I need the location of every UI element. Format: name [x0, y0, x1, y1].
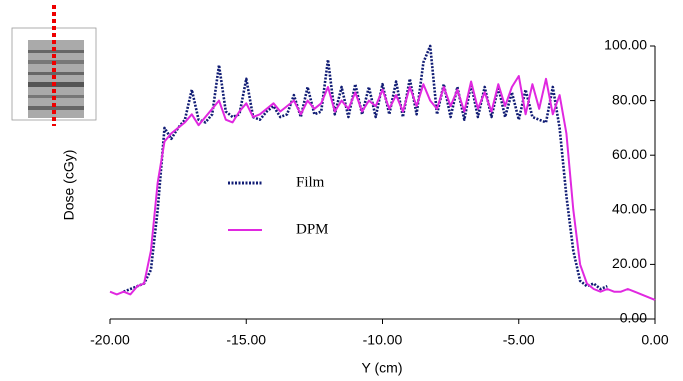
y-tick-label: 100.00 — [604, 37, 647, 53]
series-line — [110, 76, 655, 300]
x-tick-label: -10.00 — [363, 332, 403, 348]
page: Dose (cGy) Y (cm) -20.00 -15.00 -10.00 -5.0… — [0, 0, 683, 381]
inset-film-image — [12, 5, 96, 126]
y-tick-label: 20.00 — [612, 255, 647, 271]
y-tick-label: 0.00 — [620, 310, 647, 326]
x-tick-label: -15.00 — [226, 332, 266, 348]
legend-label: Film — [296, 174, 325, 190]
y-tick-label: 80.00 — [612, 91, 647, 107]
x-tick-label: -5.00 — [503, 332, 535, 348]
series-line — [124, 46, 608, 292]
y-tick-label: 60.00 — [612, 146, 647, 162]
x-tick-label: -20.00 — [90, 332, 130, 348]
y-axis-label: Dose (cGy) — [61, 150, 77, 221]
chart: Dose (cGy) Y (cm) -20.00 -15.00 -10.00 -5.0… — [0, 0, 683, 381]
y-tick-label: 40.00 — [612, 201, 647, 217]
x-tick-label: 0.00 — [641, 332, 668, 348]
legend-label: DPM — [296, 221, 329, 237]
x-axis-label: Y (cm) — [362, 360, 403, 376]
